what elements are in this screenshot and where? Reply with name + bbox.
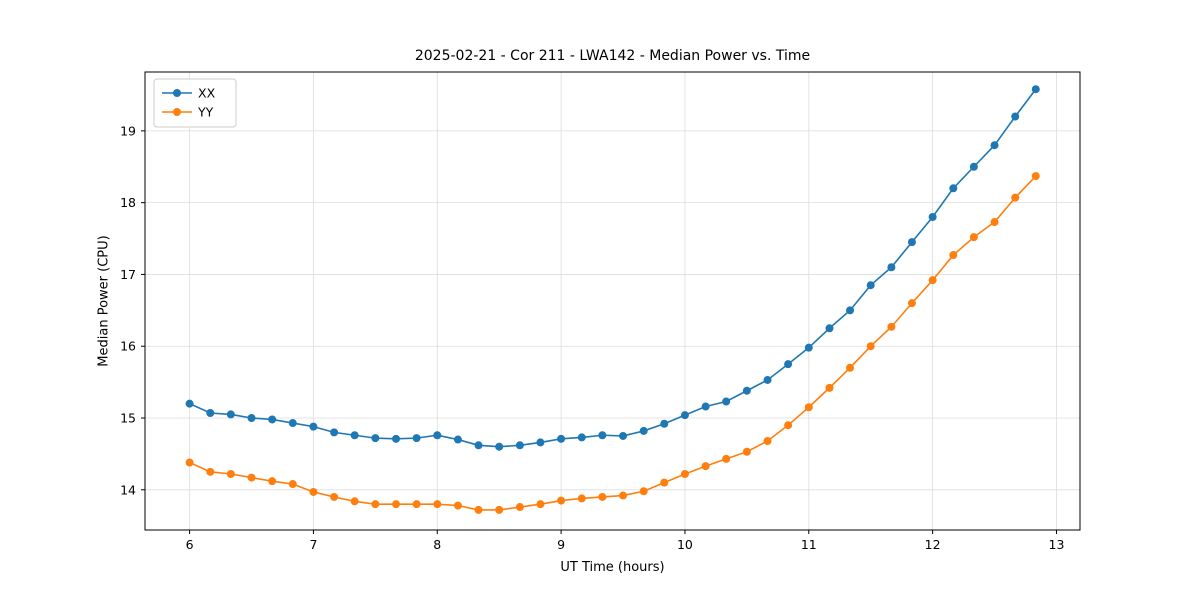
y-tick-label: 14 [120, 482, 136, 497]
axis-ticks: 6 7 8 9 10 11 12 13 14 15 16 17 18 19 [120, 123, 1064, 552]
grid-lines [145, 72, 1080, 530]
x-tick-label: 8 [433, 537, 441, 552]
x-tick-label: 12 [925, 537, 941, 552]
x-tick-label: 11 [801, 537, 817, 552]
y-tick-label: 17 [120, 267, 136, 282]
legend-marker-yy [173, 108, 181, 116]
x-axis-label: UT Time (hours) [560, 560, 665, 575]
legend-box [153, 78, 237, 128]
x-tick-label: 6 [186, 537, 194, 552]
legend: XX YY [153, 78, 237, 128]
series-yy-markers [185, 172, 1040, 514]
series-xx [189, 88, 1037, 448]
series-xx-line [189, 88, 1037, 448]
x-tick-label: 7 [309, 537, 317, 552]
x-tick-label: 10 [677, 537, 693, 552]
chart-title: 2025-02-21 - Cor 211 - LWA142 - Median P… [414, 48, 811, 64]
series-yy-line [189, 175, 1037, 511]
y-tick-label: 18 [120, 195, 136, 210]
legend-label-yy: YY [197, 105, 214, 120]
plot-border [144, 71, 1081, 531]
x-tick-label: 9 [557, 537, 565, 552]
y-axis-label-text: Median Power (CPU) [96, 235, 112, 367]
x-tick-label: 13 [1049, 537, 1065, 552]
y-tick-label: 19 [120, 123, 136, 138]
y-tick-label: 16 [120, 339, 136, 354]
y-tick-label: 15 [120, 411, 136, 426]
legend-marker-xx [173, 89, 181, 97]
legend-label-xx: XX [198, 86, 216, 101]
series-yy [189, 175, 1037, 511]
series-xx-markers [185, 85, 1040, 451]
